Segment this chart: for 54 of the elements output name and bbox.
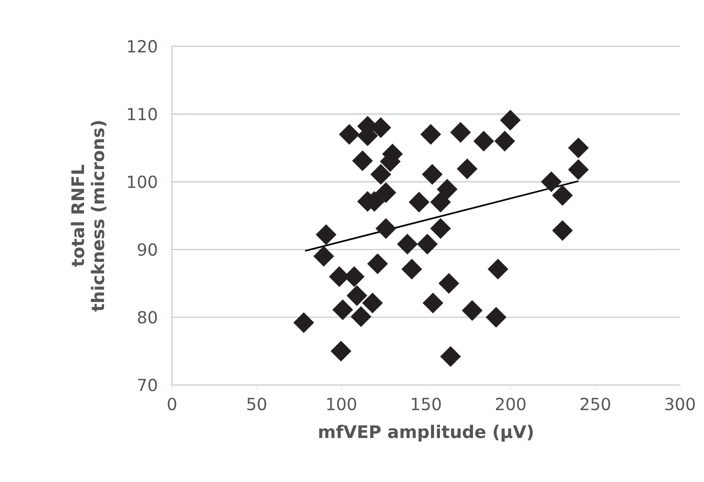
point	[332, 300, 353, 320]
point	[422, 164, 443, 185]
point	[402, 258, 422, 280]
x-tick-label: 0	[168, 398, 176, 410]
point	[420, 124, 441, 145]
y-tick-label: 70	[138, 378, 157, 392]
point	[486, 306, 506, 328]
x-tick-label: 100	[327, 398, 356, 410]
point	[352, 150, 373, 172]
point	[376, 218, 396, 239]
point	[350, 306, 372, 327]
point	[370, 164, 392, 185]
x-tick-label: 300	[665, 398, 695, 410]
point	[568, 159, 589, 180]
y-axis-title: total RNFL thickness (microns)	[70, 121, 106, 312]
point	[494, 130, 515, 152]
point	[362, 292, 383, 314]
point	[367, 253, 388, 274]
point	[430, 192, 451, 212]
point	[417, 234, 438, 254]
point	[473, 130, 494, 152]
point	[462, 300, 482, 321]
point	[339, 124, 360, 145]
point	[568, 138, 589, 158]
point	[552, 220, 573, 241]
x-tick-label: 150	[412, 398, 441, 410]
point	[430, 218, 451, 239]
point	[313, 246, 334, 267]
point	[376, 182, 396, 203]
point	[552, 185, 573, 206]
point	[438, 273, 460, 294]
point	[456, 158, 478, 180]
point	[330, 340, 352, 362]
point	[422, 292, 444, 314]
y-tick-label: 80	[138, 310, 157, 324]
x-axis-title: mfVEP amplitude (μV)	[319, 424, 533, 442]
y-tick-label: 100	[128, 175, 157, 188]
x-tick-label: 200	[496, 398, 526, 410]
x-tick-label: 50	[247, 398, 266, 410]
point	[436, 178, 458, 200]
point	[408, 192, 430, 212]
y-tick-label: 90	[138, 243, 157, 256]
point	[488, 258, 508, 280]
x-tick-label: 250	[580, 398, 610, 410]
y-tick-label: 110	[128, 108, 157, 120]
point	[316, 224, 336, 245]
point	[500, 110, 521, 130]
point	[440, 346, 461, 367]
point	[397, 234, 418, 254]
point	[450, 122, 471, 143]
y-tick-label: 120	[128, 40, 157, 53]
point	[541, 172, 562, 192]
point	[293, 312, 314, 333]
point	[346, 285, 368, 306]
